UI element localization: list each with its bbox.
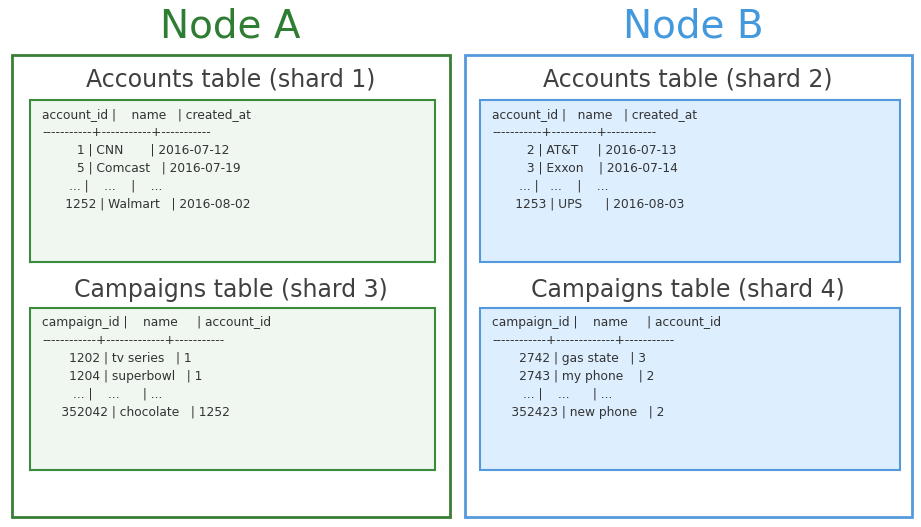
FancyBboxPatch shape <box>480 308 900 470</box>
Text: Node B: Node B <box>623 8 764 46</box>
FancyBboxPatch shape <box>30 308 435 470</box>
FancyBboxPatch shape <box>30 100 435 262</box>
Text: Node A: Node A <box>159 8 300 46</box>
Text: campaign_id |    name     | account_id
------------+-------------+-----------
  : campaign_id | name | account_id --------… <box>492 316 721 419</box>
FancyBboxPatch shape <box>465 55 912 517</box>
Text: Campaigns table (shard 3): Campaigns table (shard 3) <box>74 278 388 302</box>
Text: account_id |    name   | created_at
-----------+-----------+-----------
        : account_id | name | created_at ---------… <box>42 108 251 211</box>
FancyBboxPatch shape <box>480 100 900 262</box>
Text: Accounts table (shard 1): Accounts table (shard 1) <box>87 68 376 92</box>
Text: account_id |   name   | created_at
-----------+----------+-----------
         2: account_id | name | created_at ---------… <box>492 108 697 211</box>
FancyBboxPatch shape <box>12 55 450 517</box>
Text: campaign_id |    name     | account_id
------------+-------------+-----------
  : campaign_id | name | account_id --------… <box>42 316 271 419</box>
Text: Accounts table (shard 2): Accounts table (shard 2) <box>543 68 833 92</box>
Text: Campaigns table (shard 4): Campaigns table (shard 4) <box>531 278 845 302</box>
